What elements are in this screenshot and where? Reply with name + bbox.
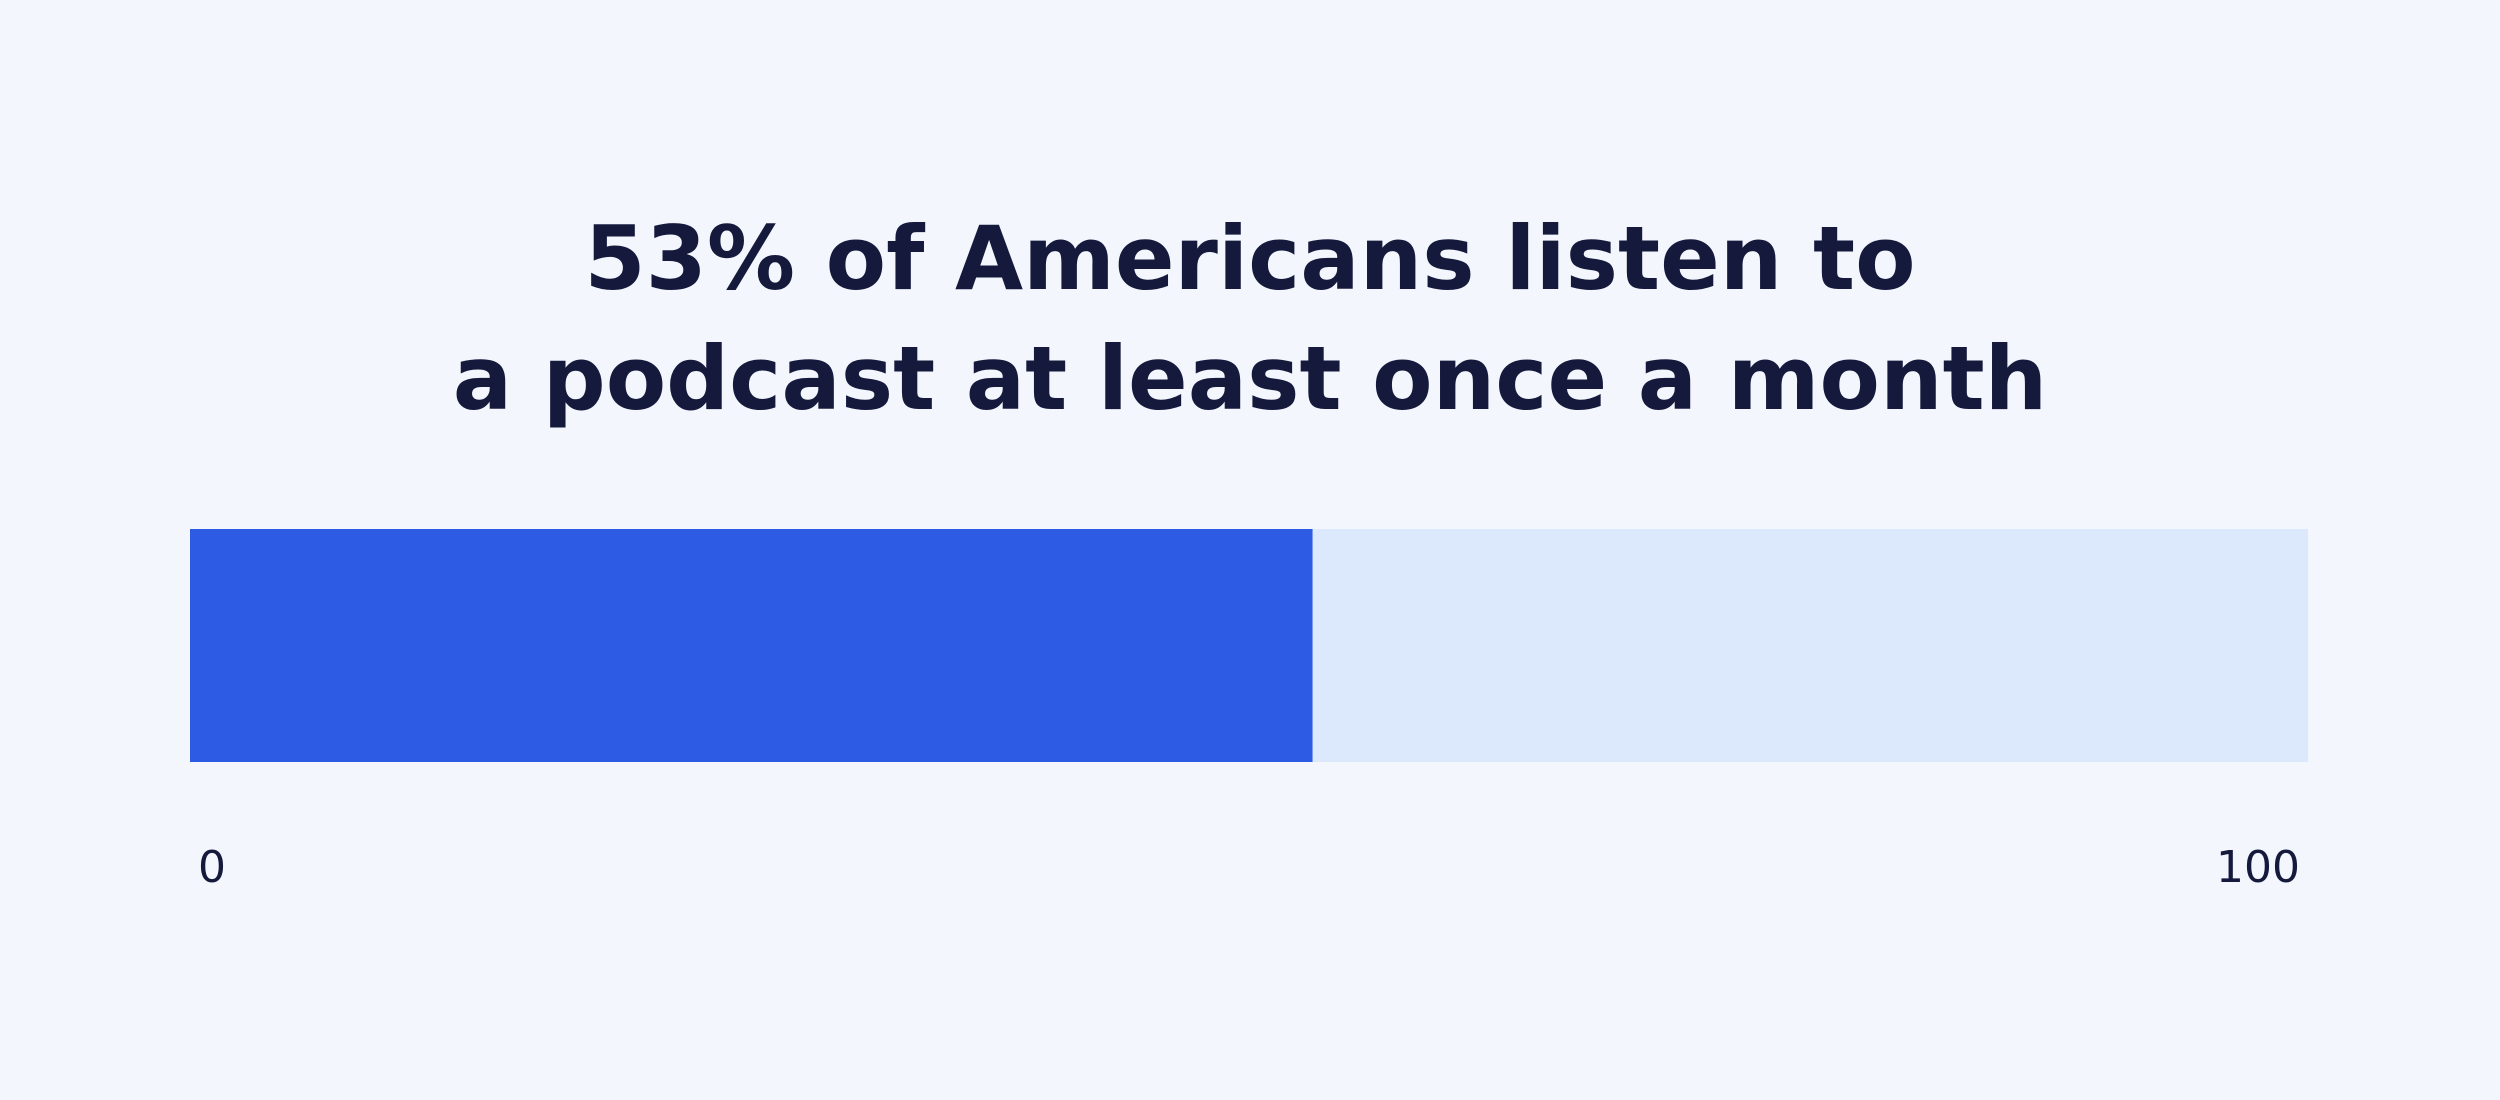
x-tick-label: 100 bbox=[2216, 842, 2300, 893]
x-tick-label: 0 bbox=[198, 842, 226, 893]
chart-title: 53% of Americans listen to bbox=[584, 207, 1915, 310]
bar bbox=[190, 529, 1313, 762]
chart-title: a podcast at least once a month bbox=[453, 327, 2048, 430]
